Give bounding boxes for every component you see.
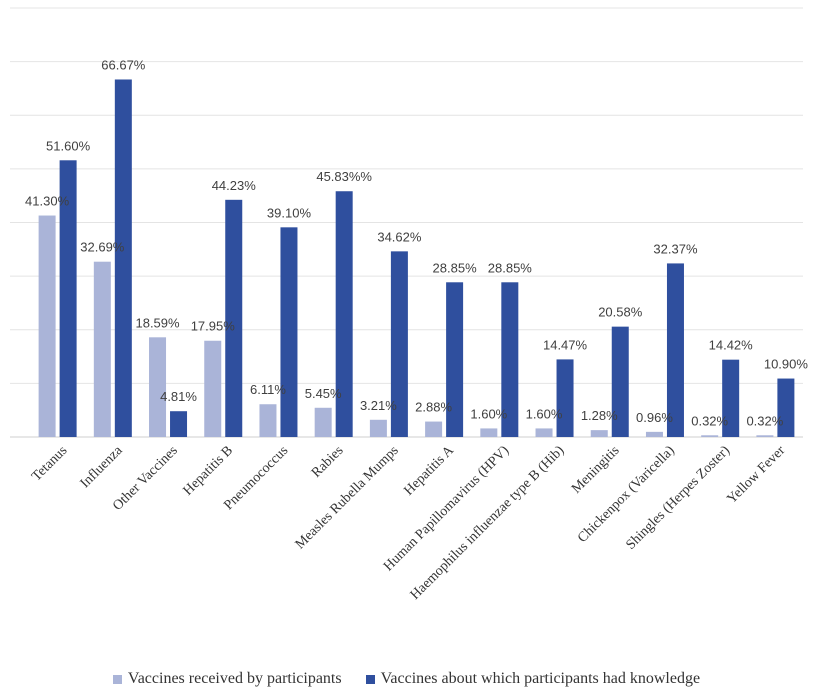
bar-received-7 xyxy=(425,421,443,437)
bar-received-13 xyxy=(756,435,774,437)
bars xyxy=(38,79,795,438)
bar-received-3 xyxy=(204,340,222,437)
bar-received-0 xyxy=(38,215,56,437)
data-label-received-9: 1.60% xyxy=(526,406,563,421)
category-tick-label-6: Measles Rubella Mumps xyxy=(293,443,402,552)
bar-received-8 xyxy=(480,428,498,437)
legend-label-knowledge: Vaccines about which participants had kn… xyxy=(380,670,701,687)
data-label-received-5: 5.45% xyxy=(305,386,342,401)
data-label-knowledge-6: 34.62% xyxy=(377,229,422,244)
legend-item-knowledge: Vaccines about which participants had kn… xyxy=(365,670,701,688)
data-label-knowledge-7: 28.85% xyxy=(433,260,478,275)
bar-knowledge-4 xyxy=(280,227,298,437)
bar-knowledge-6 xyxy=(390,251,408,437)
legend: Vaccines received by participants Vaccin… xyxy=(0,670,813,689)
bar-received-5 xyxy=(314,407,332,437)
data-label-received-13: 0.32% xyxy=(746,413,783,428)
data-label-knowledge-12: 14.42% xyxy=(709,338,754,353)
category-tick-label-1: Influenza xyxy=(78,443,127,492)
bar-received-2 xyxy=(149,337,167,437)
category-tick-label-12: Shingles (Herpes Zoster) xyxy=(623,443,733,553)
data-label-knowledge-10: 20.58% xyxy=(598,305,643,320)
data-label-received-11: 0.96% xyxy=(636,410,673,425)
data-label-knowledge-11: 32.37% xyxy=(653,241,698,256)
data-label-knowledge-9: 14.47% xyxy=(543,337,588,352)
bar-received-6 xyxy=(369,419,387,437)
bar-knowledge-1 xyxy=(114,79,132,438)
data-label-received-0: 41.30% xyxy=(25,194,70,209)
bar-knowledge-12 xyxy=(722,359,740,437)
legend-label-received: Vaccines received by participants xyxy=(127,670,342,687)
data-label-received-4: 6.11% xyxy=(250,382,286,397)
legend-item-received: Vaccines received by participants xyxy=(112,670,342,688)
data-label-received-6: 3.21% xyxy=(360,398,397,413)
legend-swatch-knowledge xyxy=(365,674,375,684)
data-label-knowledge-3: 44.23% xyxy=(212,178,257,193)
bar-received-11 xyxy=(645,431,663,437)
bar-knowledge-2 xyxy=(170,411,188,437)
bar-received-4 xyxy=(259,404,277,437)
bar-received-9 xyxy=(535,428,553,437)
data-label-received-8: 1.60% xyxy=(470,406,507,421)
category-tick-label-3: Hepatitis B xyxy=(181,443,236,498)
bar-received-10 xyxy=(590,430,608,437)
legend-swatch-received xyxy=(112,674,122,684)
bar-received-1 xyxy=(93,261,111,437)
bar-knowledge-13 xyxy=(777,378,795,437)
bar-knowledge-9 xyxy=(556,359,574,437)
data-label-received-2: 18.59% xyxy=(135,315,180,330)
data-label-knowledge-1: 66.67% xyxy=(101,57,146,72)
data-labels: 41.30% 51.60% 32.69% 66.67% 18.59% 4.81% 17.95… xyxy=(25,57,808,428)
gridlines xyxy=(10,7,803,438)
data-label-knowledge-0: 51.60% xyxy=(46,138,91,153)
category-tick-label-13: Yellow Fever xyxy=(724,443,788,507)
bar-chart: 41.30% 51.60% 32.69% 66.67% 18.59% 4.81% 17.95… xyxy=(10,7,808,603)
category-tick-label-0: Tetanus xyxy=(29,443,70,484)
bar-knowledge-5 xyxy=(335,191,353,437)
data-label-knowledge-2: 4.81% xyxy=(160,389,197,404)
category-tick-label-7: Hepatitis A xyxy=(402,443,458,499)
category-tick-label-10: Meningitis xyxy=(569,443,623,497)
data-label-received-7: 2.88% xyxy=(415,400,452,415)
data-label-knowledge-5: 45.83%% xyxy=(316,169,372,184)
bar-received-12 xyxy=(701,435,719,437)
bar-knowledge-3 xyxy=(225,199,243,437)
data-label-knowledge-8: 28.85% xyxy=(488,260,533,275)
data-label-received-10: 1.28% xyxy=(581,408,618,423)
bar-knowledge-10 xyxy=(611,326,629,437)
bar-knowledge-7 xyxy=(446,282,464,437)
bar-knowledge-8 xyxy=(501,282,519,437)
data-label-received-3: 17.95% xyxy=(191,319,236,334)
data-label-knowledge-13: 10.90% xyxy=(764,357,809,372)
category-tick-label-5: Rabies xyxy=(309,443,347,481)
data-label-knowledge-4: 39.10% xyxy=(267,205,312,220)
bar-knowledge-11 xyxy=(666,263,684,437)
category-tick-label-11: Chickenpox (Varicella) xyxy=(575,443,678,546)
data-label-received-12: 0.32% xyxy=(691,413,728,428)
bar-knowledge-0 xyxy=(59,160,77,438)
data-label-received-1: 32.69% xyxy=(80,240,125,255)
